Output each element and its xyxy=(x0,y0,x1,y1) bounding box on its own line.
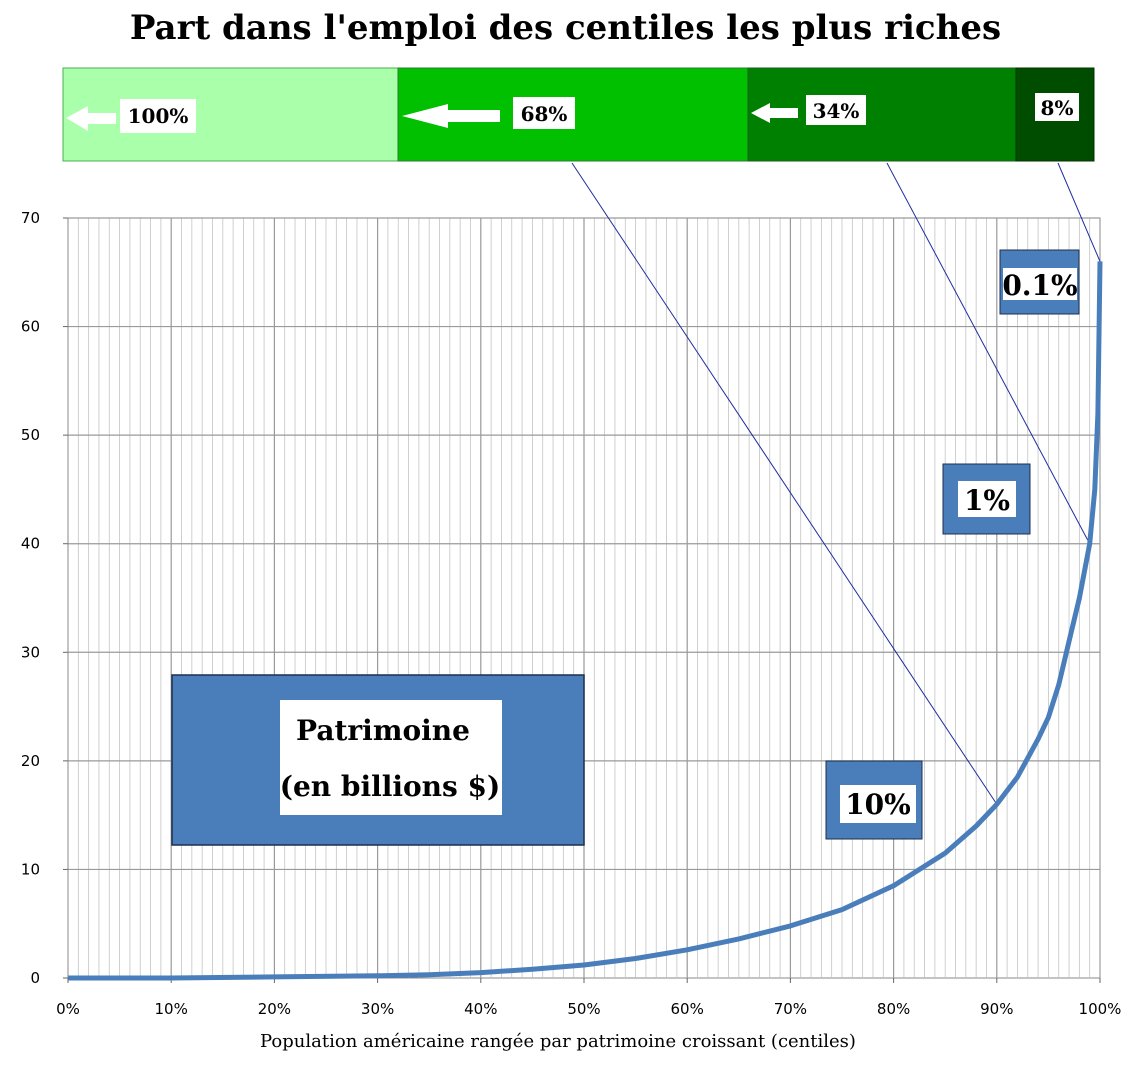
y-tick-label: 10 xyxy=(21,860,40,878)
x-axis: 0% 10% 20% 30% 40% 50% 60% 70% 80% 90% 100% xyxy=(56,978,1121,1018)
emp-label-8: 8% xyxy=(1041,96,1074,120)
x-tick-label: 30% xyxy=(361,1000,394,1018)
connector-line xyxy=(886,162,1091,544)
tag-1: 1% xyxy=(942,463,1031,535)
x-tick-label: 60% xyxy=(671,1000,704,1018)
wealth-curve xyxy=(68,261,1103,981)
x-tick-label: 40% xyxy=(464,1000,497,1018)
x-tick-label: 50% xyxy=(567,1000,600,1018)
x-axis-title: Population américaine rangée par patrimo… xyxy=(260,1031,856,1052)
x-tick-label: 100% xyxy=(1079,1000,1122,1018)
arrow-left-icon xyxy=(66,106,116,131)
y-tick-label: 20 xyxy=(21,752,40,770)
emp-label-68: 68% xyxy=(521,102,568,126)
employment-share-bar: 100% 68% 34% 8% xyxy=(62,67,1095,162)
tag-01: 0.1% xyxy=(999,249,1080,315)
x-tick-label: 90% xyxy=(980,1000,1013,1018)
tag-01-label: 0.1% xyxy=(1002,269,1077,302)
y-tick-label: 70 xyxy=(21,209,40,227)
plot-area: 0 10 20 30 40 50 60 70 0% 10% 20% 30% 40% 50% 60% 70% 8… xyxy=(21,162,1121,1018)
y-tick-label: 0 xyxy=(30,969,40,987)
y-tick-label: 30 xyxy=(21,643,40,661)
x-tick-label: 10% xyxy=(155,1000,188,1018)
arrow-left-icon xyxy=(751,103,798,123)
connector-line xyxy=(571,162,998,805)
tag-10-label: 10% xyxy=(845,788,911,821)
tag-1-label: 1% xyxy=(964,484,1010,517)
y-tick-label: 40 xyxy=(21,535,40,553)
y-axis: 0 10 20 30 40 50 60 70 xyxy=(21,209,68,987)
legend-line-1: Patrimoine xyxy=(296,714,470,747)
y-tick-label: 50 xyxy=(21,426,40,444)
emp-label-34: 34% xyxy=(813,99,860,123)
x-tick-label: 0% xyxy=(56,1000,80,1018)
legend-box: Patrimoine (en billions $) xyxy=(171,674,585,846)
grid xyxy=(68,217,1100,978)
chart-title: Part dans l'emploi des centiles les plus… xyxy=(129,8,1002,48)
emp-label-100: 100% xyxy=(128,104,189,128)
connector-line xyxy=(1057,162,1101,262)
x-tick-label: 70% xyxy=(774,1000,807,1018)
arrow-left-icon xyxy=(402,104,500,128)
x-tick-label: 20% xyxy=(258,1000,291,1018)
connector-lines xyxy=(571,162,1101,805)
legend-line-2: (en billions $) xyxy=(280,770,501,803)
y-tick-label: 60 xyxy=(21,318,40,336)
x-tick-label: 80% xyxy=(877,1000,910,1018)
tag-10: 10% xyxy=(825,760,923,840)
emp-segment-100 xyxy=(62,67,399,162)
